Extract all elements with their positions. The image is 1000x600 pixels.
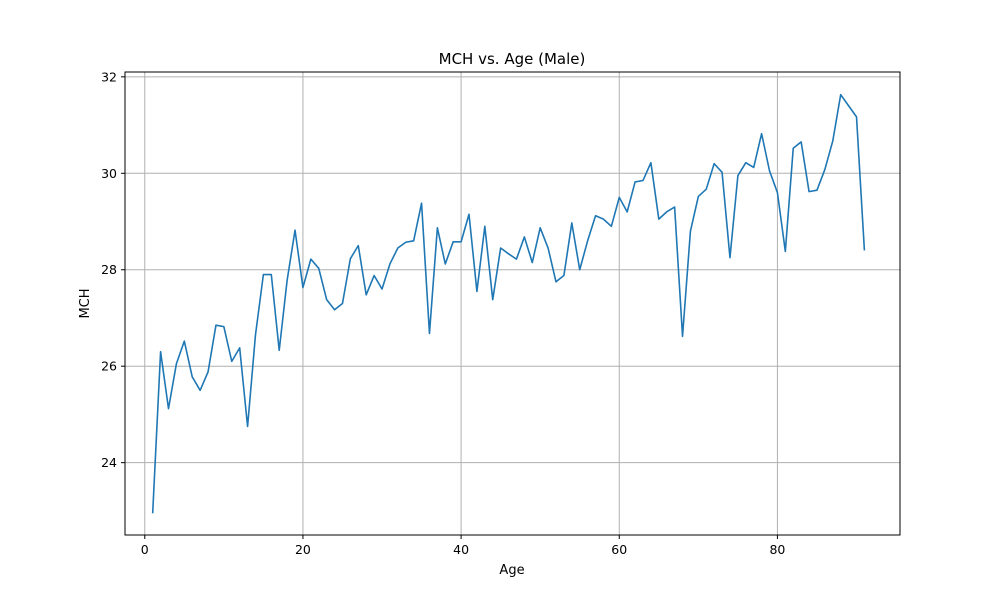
x-axis-label: Age bbox=[499, 563, 524, 578]
y-axis-label: MCH bbox=[78, 288, 93, 318]
x-tick-label: 20 bbox=[295, 542, 311, 557]
series-layer bbox=[151, 93, 866, 514]
x-tick-label: 40 bbox=[453, 542, 469, 557]
y-tick-label: 28 bbox=[101, 262, 117, 277]
x-tick-label: 0 bbox=[141, 542, 149, 557]
plot-frame bbox=[124, 71, 901, 536]
chart-title: MCH vs. Age (Male) bbox=[439, 50, 586, 68]
y-tick-label: 30 bbox=[101, 166, 117, 181]
series-line bbox=[151, 93, 866, 514]
x-tick-label: 60 bbox=[611, 542, 627, 557]
x-tick-label: 80 bbox=[769, 542, 785, 557]
grid-layer bbox=[125, 72, 900, 535]
y-tick-label: 26 bbox=[101, 359, 117, 374]
tick-layer: 0 20 40 60 80 24 26 28 30 32 bbox=[101, 69, 785, 557]
y-tick-label: 32 bbox=[101, 69, 117, 84]
y-tick-label: 24 bbox=[101, 455, 117, 470]
